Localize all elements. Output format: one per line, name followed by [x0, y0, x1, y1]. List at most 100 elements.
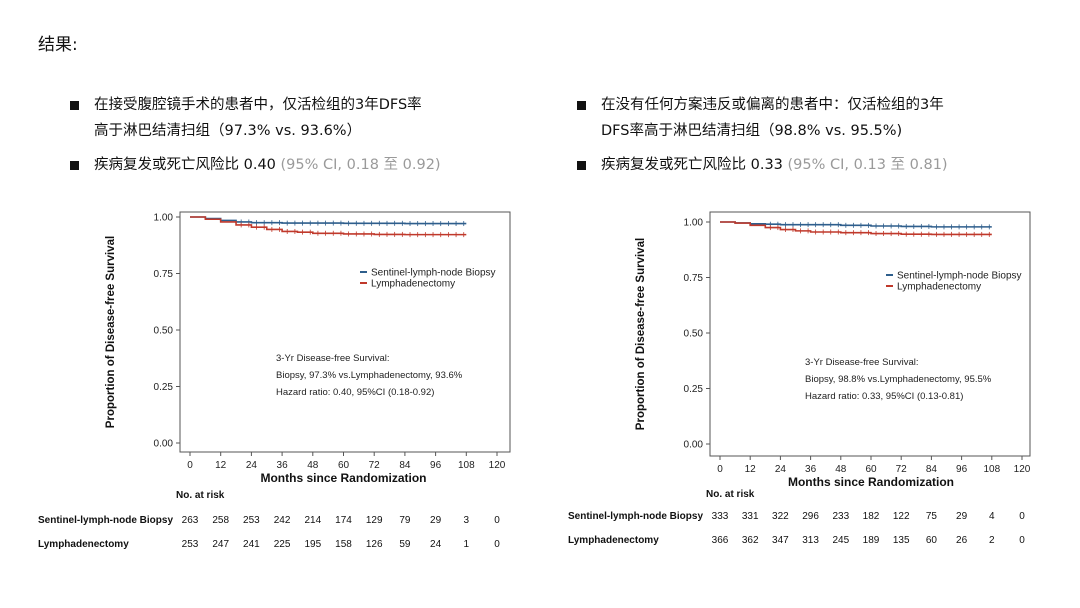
square-bullet-icon [70, 161, 79, 170]
x-tick-label: 0 [717, 464, 723, 475]
confidence-interval: (95% CI, 0.18 至 0.92) [280, 157, 441, 173]
risk-value: 331 [742, 511, 759, 522]
bullet-text: 疾病复发或死亡风险比 0.33 (95% CI, 0.13 至 0.81) [601, 157, 948, 173]
km-plot-left: 0.00 0.25 0.50 0.75 1.00 0 12 24 36 48 60 72 84 96 108… [30, 205, 520, 559]
risk-row-label: Lymphadenectomy [38, 539, 129, 550]
left-bullet-list: 在接受腹腔镜手术的患者中，仅活检组的3年DFS率 高于淋巴结清扫组（97.3% … [68, 92, 441, 186]
x-tick-label: 120 [1014, 464, 1031, 475]
x-tick-label: 12 [215, 460, 227, 471]
km-chart-left: 0.00 0.25 0.50 0.75 1.00 0 12 24 36 48 60 72 84 96 108… [38, 211, 511, 550]
y-axis-label: Proportion of Disease-free Survival [635, 238, 647, 430]
risk-value: 59 [399, 539, 411, 550]
y-tick-label: 0.00 [684, 440, 704, 451]
risk-value: 253 [243, 515, 260, 526]
risk-value: 242 [274, 515, 291, 526]
x-axis-label: Months since Randomization [260, 471, 426, 485]
square-bullet-icon [577, 101, 586, 110]
risk-value: 24 [430, 539, 442, 550]
y-tick-label: 0.25 [154, 382, 174, 393]
risk-value: 225 [274, 539, 291, 550]
risk-value: 75 [926, 511, 938, 522]
risk-value: 263 [182, 515, 199, 526]
y-tick-label: 0.50 [154, 326, 174, 337]
risk-value: 60 [926, 535, 938, 546]
bullet-text: 在没有任何方案违反或偏离的患者中：仅活检组的3年 [601, 97, 944, 113]
x-tick-label: 120 [489, 460, 506, 471]
survival-curve [720, 221, 992, 228]
km-chart-right: 0.000.250.500.751.000 12 24 36 48 60 72 84 96 108… [568, 211, 1031, 546]
bullet-text: 在接受腹腔镜手术的患者中，仅活检组的3年DFS率 [94, 97, 422, 113]
bullet-item: 在没有任何方案违反或偏离的患者中：仅活检组的3年 DFS率高于淋巴结清扫组（98… [575, 92, 948, 144]
annotation-text: Biopsy, 98.8% vs.Lymphadenectomy, 95.5% [805, 374, 992, 385]
y-tick-label: 1.00 [154, 213, 174, 224]
risk-value: 29 [956, 511, 968, 522]
risk-value: 233 [832, 511, 849, 522]
risk-value: 214 [304, 515, 321, 526]
survival-curve [190, 216, 467, 236]
risk-row-label: Sentinel-lymph-node Biopsy [568, 511, 703, 522]
risk-row-label: Lymphadenectomy [568, 535, 659, 546]
risk-value: 4 [989, 511, 995, 522]
risk-value: 296 [802, 511, 819, 522]
y-tick-label: 1.00 [684, 218, 704, 229]
risk-value: 0 [494, 515, 500, 526]
bullet-item: 疾病复发或死亡风险比 0.33 (95% CI, 0.13 至 0.81) [575, 152, 948, 178]
x-tick-label: 12 [745, 464, 757, 475]
plot-frame [709, 211, 1031, 457]
annotation-text: 3-Yr Disease-free Survival: [276, 353, 390, 364]
risk-value: 313 [802, 535, 819, 546]
section-heading: 结果: [38, 35, 78, 55]
risk-value: 29 [430, 515, 442, 526]
risk-value: 258 [212, 515, 229, 526]
risk-table-title: No. at risk [176, 490, 225, 501]
risk-row-label: Sentinel-lymph-node Biopsy [38, 515, 173, 526]
risk-value: 158 [335, 539, 352, 550]
risk-value: 3 [464, 515, 470, 526]
risk-value: 182 [863, 511, 880, 522]
risk-value: 126 [366, 539, 383, 550]
bullet-item: 在接受腹腔镜手术的患者中，仅活检组的3年DFS率 高于淋巴结清扫组（97.3% … [68, 92, 441, 144]
risk-value: 0 [1019, 511, 1025, 522]
x-tick-label: 36 [805, 464, 817, 475]
risk-value: 333 [712, 511, 729, 522]
bullet-text: DFS率高于淋巴结清扫组（98.8% vs. 95.5%) [601, 123, 903, 139]
risk-value: 347 [772, 535, 789, 546]
x-tick-label: 84 [399, 460, 411, 471]
y-tick-label: 0.75 [154, 269, 174, 280]
x-axis-label: Months since Randomization [788, 475, 954, 489]
legend-label: Sentinel-lymph-node Biopsy [897, 271, 1022, 282]
x-tick-label: 60 [865, 464, 877, 475]
x-tick-label: 24 [775, 464, 787, 475]
risk-value: 129 [366, 515, 383, 526]
x-tick-label: 36 [277, 460, 289, 471]
risk-value: 135 [893, 535, 910, 546]
x-tick-label: 96 [956, 464, 968, 475]
risk-value: 174 [335, 515, 352, 526]
legend-label: Lymphadenectomy [371, 279, 455, 290]
risk-value: 0 [494, 539, 500, 550]
bullet-item: 疾病复发或死亡风险比 0.40 (95% CI, 0.18 至 0.92) [68, 152, 441, 178]
y-tick-label: 0.25 [684, 384, 704, 395]
x-tick-label: 72 [896, 464, 908, 475]
annotation-text: Hazard ratio: 0.33, 95%CI (0.13-0.81) [805, 391, 963, 402]
risk-table-title: No. at risk [706, 489, 755, 500]
risk-value: 247 [212, 539, 229, 550]
survival-curve [720, 221, 992, 236]
x-tick-label: 96 [430, 460, 442, 471]
annotation-text: 3-Yr Disease-free Survival: [805, 357, 919, 368]
square-bullet-icon [70, 101, 79, 110]
risk-value: 322 [772, 511, 789, 522]
x-tick-label: 108 [458, 460, 475, 471]
plot-frame [179, 211, 511, 453]
risk-value: 245 [832, 535, 849, 546]
risk-value: 26 [956, 535, 968, 546]
right-bullet-list: 在没有任何方案违反或偏离的患者中：仅活检组的3年 DFS率高于淋巴结清扫组（98… [575, 92, 948, 186]
x-tick-label: 84 [926, 464, 938, 475]
annotation-text: Hazard ratio: 0.40, 95%CI (0.18-0.92) [276, 387, 434, 398]
confidence-interval: (95% CI, 0.13 至 0.81) [787, 157, 948, 173]
x-tick-label: 24 [246, 460, 258, 471]
x-tick-label: 60 [338, 460, 350, 471]
x-tick-label: 108 [983, 464, 1000, 475]
legend-label: Lymphadenectomy [897, 282, 981, 293]
risk-value: 189 [863, 535, 880, 546]
